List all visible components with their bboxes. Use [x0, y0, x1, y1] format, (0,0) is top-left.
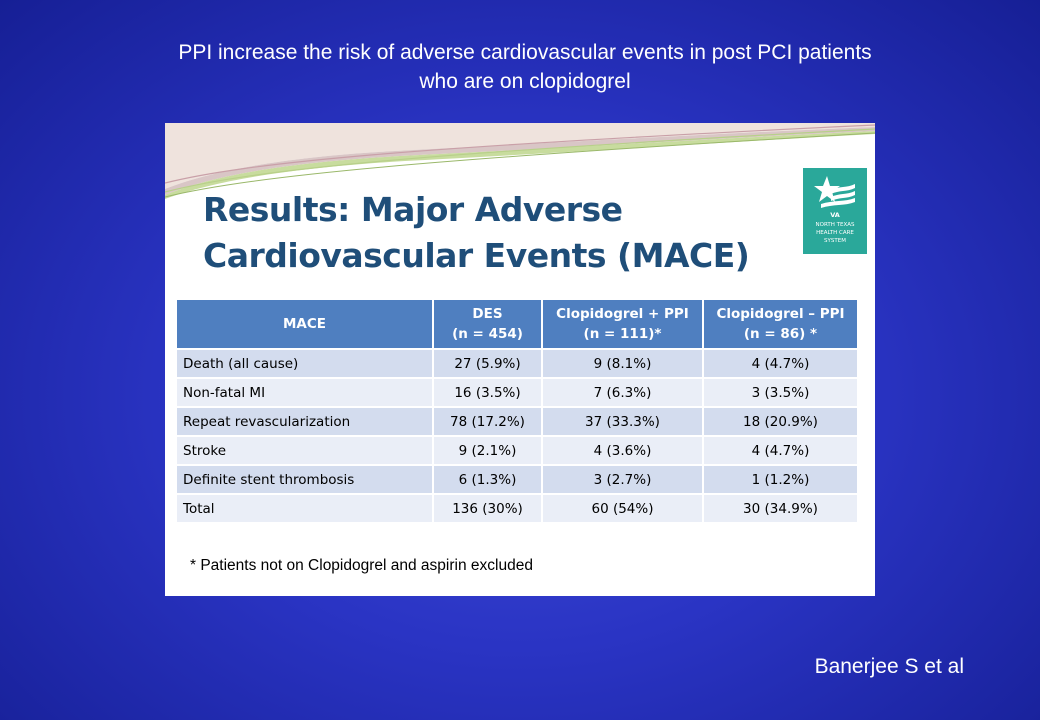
citation: Banerjee S et al — [814, 655, 964, 678]
header-des-n: (n = 454) — [452, 326, 523, 342]
cell-des: 78 (17.2%) — [433, 407, 543, 437]
row-label: Stroke — [177, 436, 434, 466]
cell-clop-no-ppi: 3 (3.5%) — [703, 378, 857, 408]
logo-text-va: VA — [830, 211, 840, 219]
logo-text-health-care: HEALTH CARE — [816, 230, 854, 236]
cell-clop-ppi: 60 (54%) — [542, 494, 704, 524]
header-clop-no-ppi-label: Clopidogrel – PPI — [716, 306, 845, 322]
cell-clop-no-ppi: 4 (4.7%) — [703, 349, 857, 379]
header-clop-ppi-n: (n = 111)* — [583, 326, 662, 342]
headline-line-2: who are on clopidogrel — [419, 70, 631, 93]
cell-clop-ppi: 37 (33.3%) — [542, 407, 704, 437]
table-row: Stroke 9 (2.1%) 4 (3.6%) 4 (4.7%) — [177, 436, 857, 466]
headline-line-1: PPI increase the risk of adverse cardiov… — [178, 41, 872, 64]
cell-des: 136 (30%) — [433, 494, 543, 524]
header-clopidogrel-plus-ppi: Clopidogrel + PPI (n = 111)* — [542, 300, 704, 350]
row-label: Non-fatal MI — [177, 378, 434, 408]
cell-clop-ppi: 7 (6.3%) — [542, 378, 704, 408]
table-header-row: MACE DES (n = 454) Clopidogrel + PPI (n … — [177, 300, 857, 350]
header-clop-ppi-label: Clopidogrel + PPI — [556, 306, 689, 322]
table-row: Definite stent thrombosis 6 (1.3%) 3 (2.… — [177, 465, 857, 495]
cell-des: 9 (2.1%) — [433, 436, 543, 466]
cell-clop-no-ppi: 1 (1.2%) — [703, 465, 857, 495]
results-title: Results: Major Adverse Cardiovascular Ev… — [203, 187, 750, 279]
va-star-flag-icon: VA NORTH TEXAS HEALTH CARE SYSTEM — [814, 176, 855, 244]
logo-text-system: SYSTEM — [824, 238, 846, 244]
logo-text-north-texas: NORTH TEXAS — [816, 222, 855, 228]
header-mace: MACE — [177, 300, 434, 350]
row-label: Definite stent thrombosis — [177, 465, 434, 495]
row-label: Repeat revascularization — [177, 407, 434, 437]
cell-clop-no-ppi: 4 (4.7%) — [703, 436, 857, 466]
table-row: Repeat revascularization 78 (17.2%) 37 (… — [177, 407, 857, 437]
row-label: Total — [177, 494, 434, 524]
mace-results-table: MACE DES (n = 454) Clopidogrel + PPI (n … — [177, 300, 857, 524]
table-row-total: Total 136 (30%) 60 (54%) 30 (34.9%) — [177, 494, 857, 524]
header-des: DES (n = 454) — [433, 300, 543, 350]
table-footnote: * Patients not on Clopidogrel and aspiri… — [190, 557, 533, 574]
decorative-swoosh — [165, 123, 875, 199]
results-title-line-2: Cardiovascular Events (MACE) — [203, 236, 750, 275]
results-title-line-1: Results: Major Adverse — [203, 190, 623, 229]
slide-headline: PPI increase the risk of adverse cardiov… — [0, 38, 1040, 96]
cell-clop-ppi: 4 (3.6%) — [542, 436, 704, 466]
table-row: Death (all cause) 27 (5.9%) 9 (8.1%) 4 (… — [177, 349, 857, 379]
header-clopidogrel-minus-ppi: Clopidogrel – PPI (n = 86) * — [703, 300, 857, 350]
cell-clop-ppi: 3 (2.7%) — [542, 465, 704, 495]
table-row: Non-fatal MI 16 (3.5%) 7 (6.3%) 3 (3.5%) — [177, 378, 857, 408]
header-clop-no-ppi-n: (n = 86) * — [743, 326, 818, 342]
cell-des: 27 (5.9%) — [433, 349, 543, 379]
row-label: Death (all cause) — [177, 349, 434, 379]
cell-des: 16 (3.5%) — [433, 378, 543, 408]
embedded-slide-panel: Results: Major Adverse Cardiovascular Ev… — [165, 123, 875, 596]
cell-clop-ppi: 9 (8.1%) — [542, 349, 704, 379]
header-mace-label: MACE — [282, 316, 326, 332]
cell-clop-no-ppi: 18 (20.9%) — [703, 407, 857, 437]
cell-clop-no-ppi: 30 (34.9%) — [703, 494, 857, 524]
va-logo: VA NORTH TEXAS HEALTH CARE SYSTEM — [803, 168, 867, 254]
header-des-label: DES — [472, 306, 503, 322]
cell-des: 6 (1.3%) — [433, 465, 543, 495]
